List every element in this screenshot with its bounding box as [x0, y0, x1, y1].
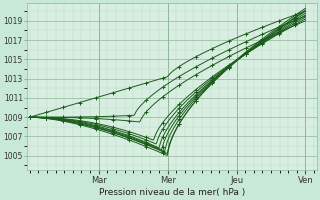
X-axis label: Pression niveau de la mer( hPa ): Pression niveau de la mer( hPa ) — [99, 188, 245, 197]
